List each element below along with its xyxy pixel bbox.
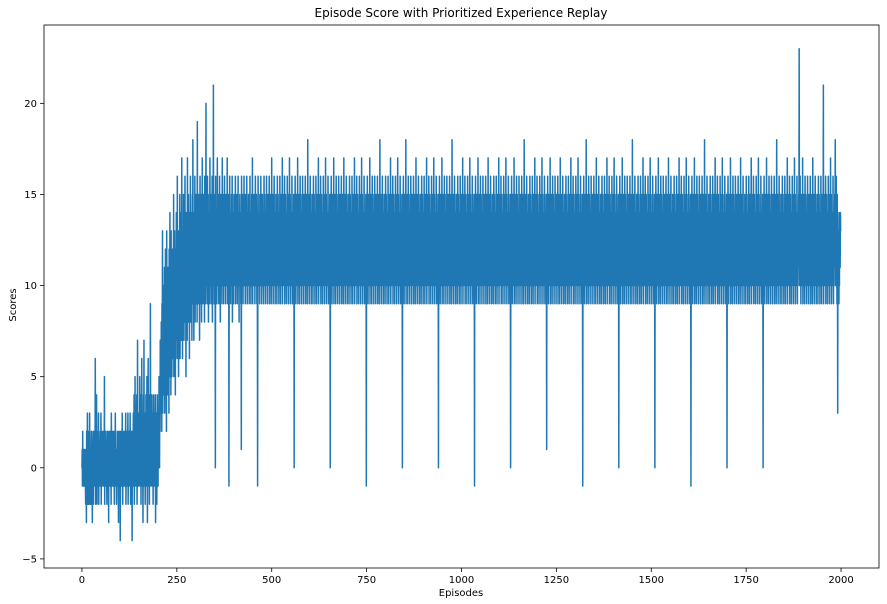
y-axis-label: Scores bbox=[8, 288, 19, 321]
y-tick-label: 20 bbox=[24, 99, 37, 110]
y-tick-label: −5 bbox=[22, 554, 37, 565]
y-tick-label: 0 bbox=[31, 463, 37, 474]
chart-title: Episode Score with Prioritized Experienc… bbox=[314, 6, 607, 20]
x-tick-label: 250 bbox=[167, 575, 186, 586]
x-tick-label: 500 bbox=[262, 575, 281, 586]
x-tick-label: 1000 bbox=[449, 575, 474, 586]
y-tick-label: 5 bbox=[31, 372, 37, 383]
series-line-0 bbox=[81, 47, 842, 542]
x-tick-label: 1500 bbox=[639, 575, 664, 586]
y-tick-label: 10 bbox=[24, 281, 37, 292]
x-tick-label: 750 bbox=[357, 575, 376, 586]
x-tick-label: 1250 bbox=[544, 575, 569, 586]
x-tick-label: 2000 bbox=[828, 575, 853, 586]
y-tick-label: 15 bbox=[24, 190, 37, 201]
x-tick-label: 1750 bbox=[733, 575, 758, 586]
plot-area: 0 250 500 750 1000 1250 1500 1750 2000 −5 0 5 10 15 20 bbox=[22, 24, 880, 586]
x-tick-label: 0 bbox=[79, 575, 85, 586]
x-axis-label: Episodes bbox=[439, 588, 483, 599]
